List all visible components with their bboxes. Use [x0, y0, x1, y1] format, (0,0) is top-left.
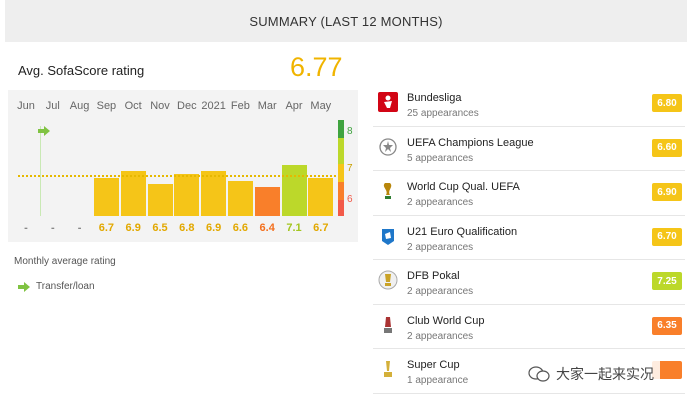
month-label: Feb [230, 100, 250, 112]
rating-label: - [50, 222, 55, 234]
avg-rating-label: Avg. SofaScore rating [18, 63, 145, 78]
rating-bar[interactable] [120, 171, 146, 216]
competition-list: Bundesliga 25 appearances 6.80 UEFA Champio… [373, 82, 685, 394]
rating-bar[interactable] [174, 174, 200, 216]
month-label: Mar [257, 100, 277, 112]
month-label: Jun [17, 100, 35, 112]
rating-bar[interactable] [93, 177, 119, 216]
club-world-cup-icon [378, 315, 398, 335]
legend-transfer: Transfer/loan [18, 281, 95, 292]
competition-row[interactable]: Club World Cup 2 appearances 6.35 [373, 305, 685, 349]
rating-bar[interactable] [147, 184, 173, 216]
competition-rating-badge: 6.90 [652, 183, 682, 201]
rating-scale [338, 120, 344, 216]
month-label: 2021 [201, 100, 226, 112]
scale-label-6: 6 [347, 194, 353, 205]
legend-transfer-label: Transfer/loan [36, 281, 95, 292]
rating-bar[interactable] [308, 177, 334, 216]
competition-rating-badge: 6.60 [652, 138, 682, 157]
competition-name: Super Cup [407, 359, 460, 371]
rating-label: 6.7 [313, 222, 329, 234]
avg-rating-value: 6.77 [290, 52, 343, 82]
month-label: Jul [45, 100, 60, 112]
month-label: May [310, 100, 332, 112]
competition-row[interactable]: UEFA Champions League 5 appearances 6.60 [373, 127, 685, 171]
month-label: Oct [124, 100, 142, 112]
watermark-text: 大家一起来实况 [556, 366, 654, 382]
rating-label: 6.4 [259, 222, 275, 234]
dfb-pokal-icon [378, 270, 398, 290]
competition-row[interactable]: DFB Pokal 2 appearances 7.25 [373, 260, 685, 305]
average-line [18, 175, 344, 178]
competition-name: UEFA Champions League [407, 136, 534, 149]
competition-rating-badge: 7.25 [652, 272, 682, 290]
rating-label: 6.9 [205, 222, 222, 234]
competition-appearances: 2 appearances [407, 330, 474, 342]
competition-appearances: 2 appearances [407, 197, 474, 208]
competition-row[interactable]: World Cup Qual. UEFA 2 appearances 6.90 [373, 171, 685, 216]
competition-rating-badge: 6.35 [652, 316, 682, 335]
transfer-line [40, 126, 41, 216]
competition-appearances: 5 appearances [407, 152, 474, 164]
monthly-rating-chart: 8 7 6 Jun - Jul - Aug - Sep 6.7 Oct 6.9 Nov 6.5 Dec 6… [8, 90, 358, 242]
transfer-legend-icon [18, 281, 30, 292]
competition-name: Bundesliga [407, 92, 462, 104]
competition-row[interactable]: Bundesliga 25 appearances 6.80 [373, 82, 685, 127]
competition-row[interactable]: U21 Euro Qualification 2 appearances 6.70 [373, 216, 685, 260]
summary-header: SUMMARY (LAST 12 MONTHS) [5, 0, 687, 42]
rating-label: 6.6 [232, 222, 249, 234]
competition-appearances: 2 appearances [407, 286, 474, 297]
rating-label: - [24, 222, 28, 234]
month-label: Apr [285, 100, 303, 112]
month-label: Aug [69, 100, 90, 112]
rating-label: 6.9 [125, 222, 141, 234]
bundesliga-icon [378, 92, 398, 112]
competition-name: Club World Cup [407, 314, 485, 327]
wechat-icon [528, 366, 550, 382]
rating-bar[interactable] [227, 180, 253, 216]
competition-appearances: 2 appearances [407, 241, 474, 253]
month-label: Nov [150, 100, 170, 112]
u21-euro-icon [378, 226, 398, 246]
rating-label: 6.5 [152, 222, 168, 234]
month-label: Dec [177, 100, 197, 112]
super-cup-icon [378, 359, 398, 379]
competition-rating-badge: 6.80 [652, 94, 682, 112]
scale-label-8: 8 [347, 126, 353, 137]
rating-label: - [77, 222, 82, 234]
competition-appearances: 25 appearances [407, 108, 479, 119]
rating-bar[interactable] [201, 171, 227, 216]
scale-label-7: 7 [347, 163, 353, 174]
summary-title: SUMMARY (LAST 12 MONTHS) [249, 13, 443, 29]
rating-label: 6.7 [98, 222, 115, 234]
month-label: Sep [96, 100, 117, 112]
rating-bar[interactable] [254, 187, 280, 216]
competition-name: World Cup Qual. UEFA [407, 181, 520, 193]
rating-label: 7.1 [286, 222, 302, 234]
competition-name: DFB Pokal [407, 270, 460, 282]
competition-name: U21 Euro Qualification [407, 225, 518, 238]
world-cup-trophy-icon [378, 181, 398, 201]
champions-league-icon [378, 137, 398, 157]
rating-label: 6.8 [179, 222, 195, 234]
legend-monthly: Monthly average rating [14, 256, 116, 267]
rating-bar[interactable] [281, 164, 307, 216]
competition-rating-badge: 6.70 [652, 227, 682, 246]
transfer-arrow-icon [38, 126, 50, 136]
competition-appearances: 1 appearance [407, 375, 469, 386]
watermark: 大家一起来实况 [522, 360, 660, 388]
